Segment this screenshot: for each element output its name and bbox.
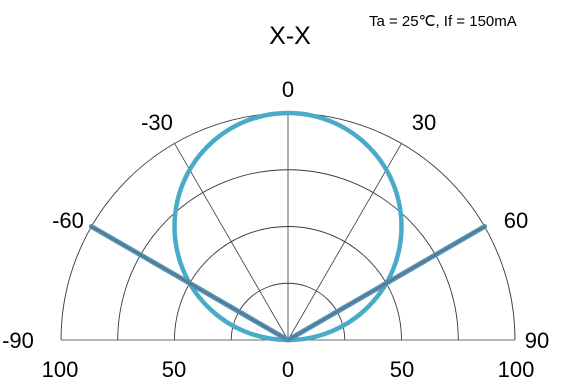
angle-label-30: 30 [412,110,436,135]
chart-title: X-X [269,22,311,50]
series-3-line-core [287,226,485,341]
angle-label--30: -30 [141,110,173,135]
radial-label-5: 100 [498,357,535,382]
angle-label--60: -60 [52,208,84,233]
conditions-note: Ta = 25℃, If = 150mA [369,13,517,30]
angle-label--90: -90 [2,328,34,353]
radial-label-4: 50 [390,357,414,382]
series-layer [88,110,488,343]
series-2-line-core [91,226,289,341]
spoke-30 [287,143,402,341]
polar-grid [60,112,516,341]
radial-label-2: 50 [162,357,186,382]
angle-label-0: 0 [282,77,294,102]
angle-label-60: 60 [504,208,528,233]
spoke--30 [174,143,289,341]
label-layer: -90 -60 -30 0 30 60 90 100 50 0 50 100 [2,77,549,382]
angle-label-90: 90 [525,328,549,353]
radial-label-3: 0 [282,357,294,382]
radial-label-1: 100 [42,357,79,382]
